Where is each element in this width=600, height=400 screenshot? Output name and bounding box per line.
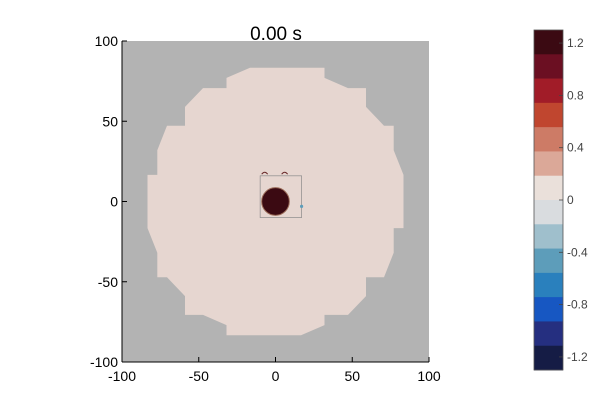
colorbar-swatch [534,345,563,371]
y-ticks: 100 50 0 -50 -100 [90,33,127,370]
colorbar-swatch [534,127,563,152]
hotspot [261,187,290,216]
colorbar-swatch [534,224,563,249]
colorbar-tick-label: -1.2 [567,350,588,364]
axes: -100 -50 0 50 100 100 50 0 -50 -100 [90,33,441,384]
x-tick-label: -100 [108,368,136,384]
colorbar-swatch [534,78,563,104]
colorbar-swatch [534,175,563,201]
plot-area [122,41,429,362]
hotspot-box [259,175,302,218]
hotspot-marker [299,204,304,208]
colorbar-swatch [534,321,563,347]
colorbar-tick-label: 0 [567,193,574,207]
hotspot-group [259,171,304,218]
colorbar-tick-label: 0.4 [567,141,584,155]
colorbar-tick-label: 0.8 [567,88,584,102]
colorbar-swatch [534,272,563,298]
hotspot-arc-left [261,171,269,175]
colorbar-tick-label: -0.4 [567,245,588,259]
x-ticks: -100 -50 0 50 100 [108,357,441,384]
x-tick-label: 100 [417,368,441,384]
colorbar-tick-label: -0.8 [567,298,588,312]
y-tick-label: 0 [110,194,118,210]
colorbar-swatch [534,30,563,55]
colorbar: 1.2 0.8 0.4 0 -0.4 -0.8 -1.2 [533,29,588,371]
colorbar-swatch [534,248,563,274]
x-tick-label: 50 [344,368,360,384]
colorbar-swatch [534,151,563,177]
x-tick-label: 0 [272,368,280,384]
hotspot-arc-right [281,171,289,175]
colorbar-swatch [534,54,563,79]
colorbar-swatch [534,297,563,322]
y-tick-label: 100 [95,33,119,49]
y-tick-label: 50 [102,113,118,129]
y-tick-label: -100 [90,354,118,370]
colorbar-ticks: 1.2 0.8 0.4 0 -0.4 -0.8 -1.2 [559,36,588,364]
x-tick-label: -50 [189,368,209,384]
colorbar-tick-label: 1.2 [567,36,584,50]
colorbar-swatch [534,200,563,225]
chart-title: 0.00 s [250,24,302,45]
y-tick-label: -50 [98,274,118,290]
colorbar-swatch [534,102,563,128]
colorbar-swatches [534,30,563,371]
